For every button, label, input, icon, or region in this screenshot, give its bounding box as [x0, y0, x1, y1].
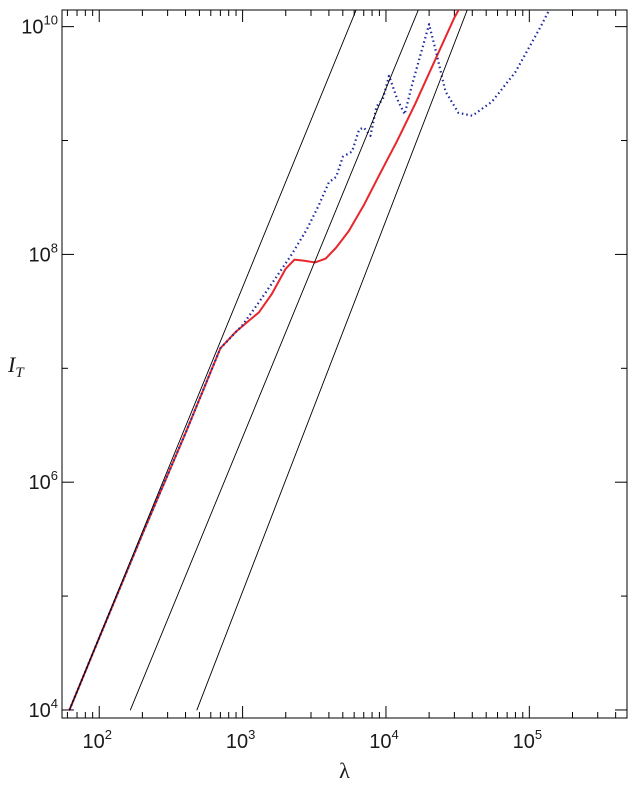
y-tick-label: 108 [29, 240, 58, 266]
plot-frame [61, 9, 628, 719]
x-tick-base: 10 [513, 731, 535, 753]
y-tick-label: 1010 [21, 13, 58, 39]
x-tick-label: 102 [82, 727, 111, 753]
x-tick-exponent: 5 [535, 727, 542, 742]
y-tick-base: 10 [29, 244, 51, 266]
minor-ticks [62, 10, 627, 718]
x-tick-base: 10 [82, 731, 104, 753]
x-tick-label: 105 [513, 727, 542, 753]
series-layer [68, 10, 551, 711]
x-tick-exponent: 2 [105, 727, 112, 742]
y-tick-exponent: 6 [51, 468, 58, 483]
y-tick-label: 104 [29, 696, 58, 722]
y-tick-label: 106 [29, 468, 58, 494]
series-line-thin-black [69, 10, 357, 711]
x-tick-exponent: 4 [391, 727, 398, 742]
y-tick-exponent: 4 [51, 696, 58, 711]
x-tick-exponent: 3 [248, 727, 255, 742]
y-tick-exponent: 8 [51, 240, 58, 255]
series-line-thin-black [129, 10, 419, 711]
x-tick-base: 10 [369, 731, 391, 753]
y-axis-label-subscript: T [15, 365, 25, 381]
x-tick-base: 10 [226, 731, 248, 753]
y-tick-base: 10 [21, 17, 43, 39]
x-tick-labels: 102 103 104 105 [82, 727, 542, 753]
y-tick-base: 10 [29, 472, 51, 494]
y-axis-label: IT [7, 352, 25, 381]
y-axis-label-main: I [7, 352, 17, 377]
x-tick-label: 103 [226, 727, 255, 753]
x-axis-label: λ [339, 758, 350, 783]
series-line-thin-black [196, 10, 468, 711]
major-ticks [62, 10, 627, 718]
x-tick-label: 104 [369, 727, 398, 753]
y-tick-base: 10 [29, 700, 51, 722]
y-tick-exponent: 10 [44, 13, 58, 28]
series-line-solid-red [68, 10, 460, 711]
series-line-dotted-blue [68, 10, 551, 711]
